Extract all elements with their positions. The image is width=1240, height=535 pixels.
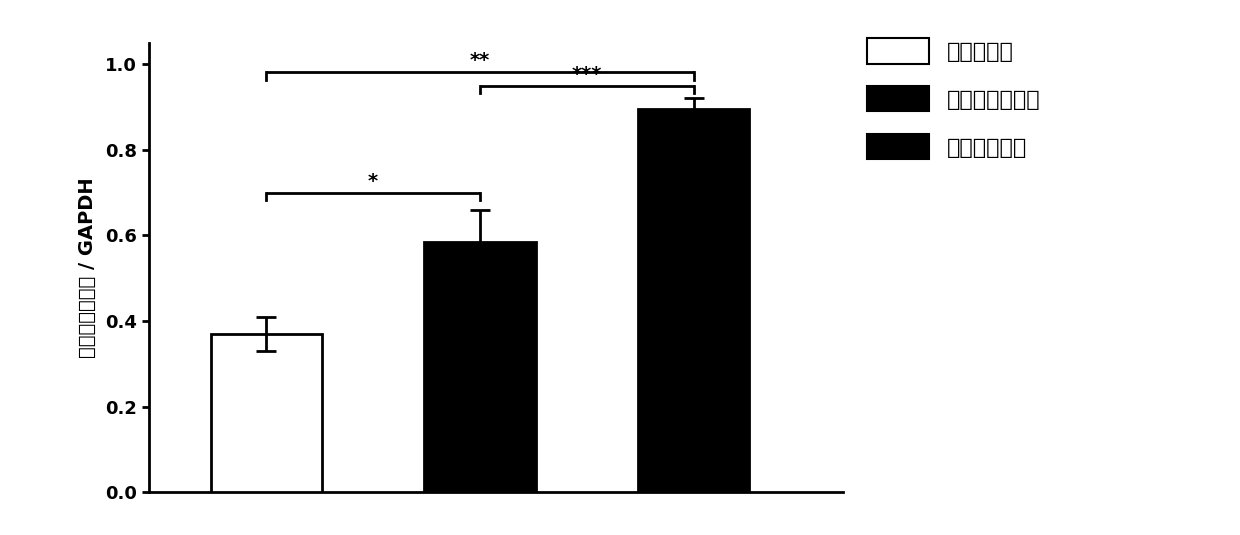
- Y-axis label: 整合素连接激酶 / GAPDH: 整合素连接激酶 / GAPDH: [78, 177, 97, 358]
- Bar: [211, 334, 322, 492]
- Bar: [639, 109, 749, 492]
- Bar: [424, 242, 536, 492]
- Text: *: *: [368, 172, 378, 191]
- Text: ***: ***: [572, 65, 601, 84]
- Legend: 健康对照组, 结核潜伏感染组, 活动性肺结核: 健康对照组, 结核潜伏感染组, 活动性肺结核: [867, 38, 1040, 159]
- Text: **: **: [470, 51, 490, 70]
